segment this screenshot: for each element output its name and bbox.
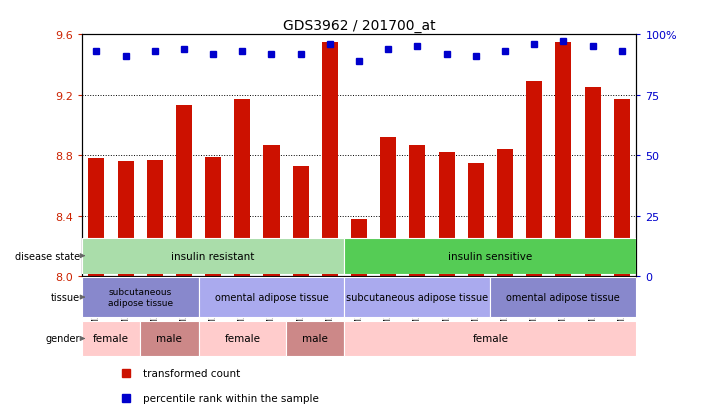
Bar xyxy=(198,321,286,356)
Bar xyxy=(491,278,636,317)
Bar xyxy=(555,43,572,277)
Text: subcutaneous adipose tissue: subcutaneous adipose tissue xyxy=(346,292,488,302)
Text: male: male xyxy=(302,334,328,344)
Text: transformed count: transformed count xyxy=(143,368,240,378)
Bar xyxy=(439,153,454,277)
Bar xyxy=(584,88,601,277)
Text: omental adipose tissue: omental adipose tissue xyxy=(215,292,328,302)
Bar xyxy=(264,145,279,277)
Bar xyxy=(82,238,344,274)
Bar xyxy=(146,160,163,277)
Bar xyxy=(344,321,636,356)
Text: insulin sensitive: insulin sensitive xyxy=(448,251,533,261)
Text: female: female xyxy=(472,334,508,344)
Bar xyxy=(286,321,344,356)
Bar xyxy=(205,157,221,277)
Text: male: male xyxy=(156,334,182,344)
Bar xyxy=(380,138,396,277)
Bar xyxy=(468,164,483,277)
Bar xyxy=(82,321,140,356)
Bar xyxy=(82,278,198,317)
Bar xyxy=(140,321,198,356)
Title: GDS3962 / 201700_at: GDS3962 / 201700_at xyxy=(283,19,435,33)
Bar xyxy=(322,43,338,277)
Bar xyxy=(235,100,250,277)
Text: female: female xyxy=(93,334,129,344)
Text: disease state: disease state xyxy=(15,251,80,261)
Text: omental adipose tissue: omental adipose tissue xyxy=(506,292,620,302)
Bar xyxy=(344,278,491,317)
Bar xyxy=(117,162,134,277)
Text: tissue: tissue xyxy=(51,292,80,302)
Bar xyxy=(293,166,309,277)
Bar xyxy=(344,238,636,274)
Text: percentile rank within the sample: percentile rank within the sample xyxy=(143,393,319,403)
Bar xyxy=(176,106,192,277)
Bar xyxy=(351,219,367,277)
Text: female: female xyxy=(224,334,260,344)
Text: subcutaneous
adipose tissue: subcutaneous adipose tissue xyxy=(107,288,173,307)
Bar xyxy=(410,145,425,277)
Bar xyxy=(88,159,105,277)
Text: insulin resistant: insulin resistant xyxy=(171,251,255,261)
Bar xyxy=(198,278,344,317)
Bar xyxy=(526,82,542,277)
Text: gender: gender xyxy=(46,334,80,344)
Bar xyxy=(614,100,630,277)
Bar xyxy=(497,150,513,277)
